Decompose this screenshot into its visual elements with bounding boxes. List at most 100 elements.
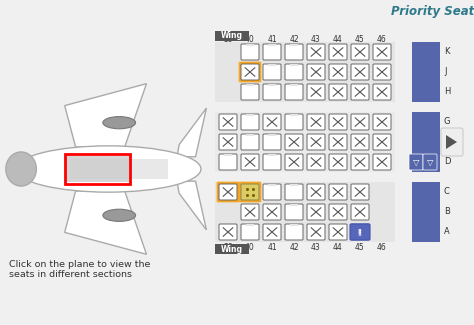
Text: Wing: Wing — [221, 32, 243, 41]
FancyBboxPatch shape — [285, 64, 303, 80]
Text: 39: 39 — [223, 242, 233, 252]
FancyBboxPatch shape — [351, 84, 369, 100]
FancyBboxPatch shape — [307, 154, 325, 170]
Ellipse shape — [6, 152, 36, 186]
Text: E: E — [444, 137, 449, 147]
FancyBboxPatch shape — [263, 134, 281, 150]
Ellipse shape — [16, 146, 201, 192]
FancyBboxPatch shape — [219, 184, 237, 200]
Text: ||: || — [358, 229, 362, 235]
FancyBboxPatch shape — [241, 134, 259, 150]
FancyBboxPatch shape — [263, 64, 281, 80]
FancyBboxPatch shape — [373, 154, 391, 170]
Polygon shape — [446, 135, 457, 149]
FancyBboxPatch shape — [219, 154, 237, 170]
Text: Wing: Wing — [221, 244, 243, 254]
Text: C: C — [444, 188, 450, 197]
FancyBboxPatch shape — [329, 154, 347, 170]
FancyBboxPatch shape — [285, 184, 303, 200]
Bar — [70, 159, 168, 179]
FancyBboxPatch shape — [329, 84, 347, 100]
Text: J: J — [444, 68, 447, 76]
Text: 40: 40 — [245, 35, 255, 45]
FancyBboxPatch shape — [241, 84, 259, 100]
FancyBboxPatch shape — [263, 84, 281, 100]
FancyBboxPatch shape — [219, 134, 237, 150]
FancyBboxPatch shape — [307, 44, 325, 60]
FancyBboxPatch shape — [351, 114, 369, 130]
FancyBboxPatch shape — [263, 44, 281, 60]
Ellipse shape — [103, 117, 136, 129]
Ellipse shape — [103, 209, 136, 221]
FancyBboxPatch shape — [351, 204, 369, 220]
FancyBboxPatch shape — [351, 64, 369, 80]
Text: B: B — [444, 207, 450, 216]
FancyBboxPatch shape — [285, 44, 303, 60]
Bar — [64, 154, 130, 184]
FancyBboxPatch shape — [241, 224, 259, 240]
FancyBboxPatch shape — [351, 44, 369, 60]
Text: K: K — [444, 47, 449, 57]
FancyBboxPatch shape — [329, 64, 347, 80]
FancyBboxPatch shape — [219, 114, 237, 130]
Text: 42: 42 — [289, 35, 299, 45]
FancyBboxPatch shape — [307, 114, 325, 130]
Text: ▽: ▽ — [427, 158, 433, 166]
Bar — [215, 112, 395, 172]
FancyBboxPatch shape — [217, 182, 239, 202]
Text: 44: 44 — [333, 35, 343, 45]
Text: 41: 41 — [267, 35, 277, 45]
FancyBboxPatch shape — [285, 204, 303, 220]
FancyBboxPatch shape — [423, 154, 437, 170]
FancyBboxPatch shape — [263, 114, 281, 130]
FancyBboxPatch shape — [285, 224, 303, 240]
Text: 45: 45 — [355, 242, 365, 252]
Polygon shape — [64, 84, 146, 147]
FancyBboxPatch shape — [351, 224, 369, 240]
Text: ▽: ▽ — [413, 158, 419, 166]
FancyBboxPatch shape — [239, 182, 261, 202]
FancyBboxPatch shape — [441, 128, 463, 156]
Text: 44: 44 — [333, 242, 343, 252]
FancyBboxPatch shape — [285, 114, 303, 130]
FancyBboxPatch shape — [373, 114, 391, 130]
FancyBboxPatch shape — [241, 114, 259, 130]
FancyBboxPatch shape — [219, 224, 237, 240]
Text: H: H — [444, 87, 450, 97]
FancyBboxPatch shape — [373, 44, 391, 60]
FancyBboxPatch shape — [351, 184, 369, 200]
FancyBboxPatch shape — [307, 204, 325, 220]
FancyBboxPatch shape — [263, 224, 281, 240]
Text: 43: 43 — [311, 242, 321, 252]
FancyBboxPatch shape — [285, 84, 303, 100]
FancyBboxPatch shape — [329, 224, 347, 240]
FancyBboxPatch shape — [241, 154, 259, 170]
FancyBboxPatch shape — [263, 204, 281, 220]
Text: 43: 43 — [311, 35, 321, 45]
Bar — [215, 182, 395, 242]
FancyBboxPatch shape — [241, 184, 259, 200]
Bar — [215, 244, 249, 254]
Polygon shape — [177, 181, 207, 230]
Bar — [412, 182, 440, 242]
FancyBboxPatch shape — [329, 134, 347, 150]
Text: D: D — [444, 158, 450, 166]
FancyBboxPatch shape — [329, 204, 347, 220]
FancyBboxPatch shape — [307, 134, 325, 150]
FancyBboxPatch shape — [329, 184, 347, 200]
FancyBboxPatch shape — [409, 154, 423, 170]
FancyBboxPatch shape — [329, 44, 347, 60]
FancyBboxPatch shape — [373, 84, 391, 100]
Text: Priority Seats: Priority Seats — [391, 6, 474, 19]
FancyBboxPatch shape — [241, 204, 259, 220]
Bar — [66, 156, 129, 182]
Text: 46: 46 — [377, 35, 387, 45]
FancyBboxPatch shape — [285, 154, 303, 170]
Text: 42: 42 — [289, 242, 299, 252]
Text: 39: 39 — [223, 35, 233, 45]
Bar — [215, 31, 249, 41]
Text: 40: 40 — [245, 242, 255, 252]
FancyBboxPatch shape — [241, 64, 259, 80]
FancyBboxPatch shape — [285, 134, 303, 150]
FancyBboxPatch shape — [307, 84, 325, 100]
